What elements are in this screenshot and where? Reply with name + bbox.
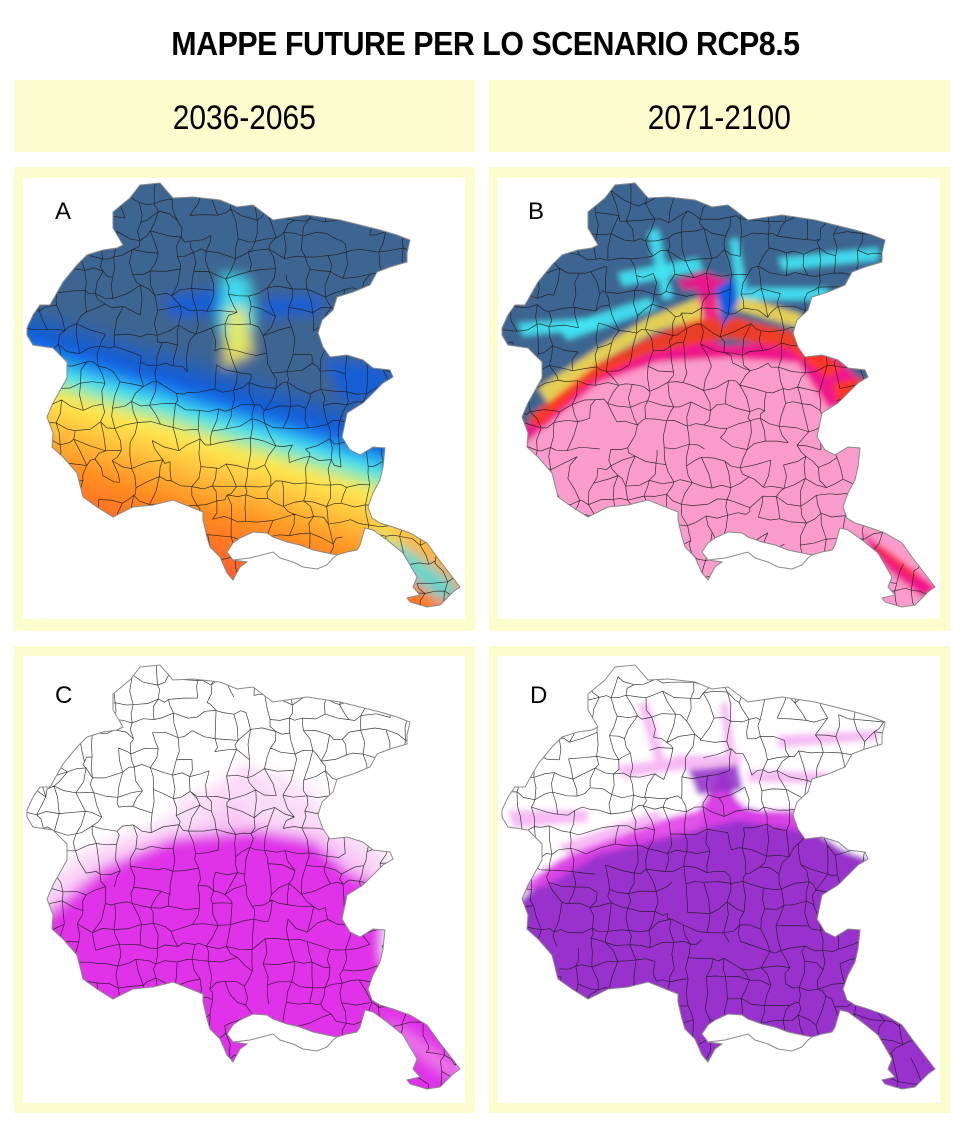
panel-letter-d: D: [530, 682, 548, 709]
map-frame: D: [498, 656, 940, 1103]
lagoon-barrier-line: [232, 1033, 338, 1052]
map-b: [501, 182, 936, 608]
column-header-2071-2100: 2071-2100: [489, 80, 950, 152]
map-fill: [27, 665, 460, 1089]
map-d: [501, 664, 936, 1090]
map-frame: A: [23, 178, 465, 619]
map-panel-b: B: [489, 167, 950, 631]
panel-letter-c: C: [55, 682, 73, 709]
column-header-label: 2071-2100: [647, 98, 792, 137]
panel-letter-a: A: [55, 198, 72, 225]
map-panel-d: D: [489, 646, 950, 1113]
map-panel-a: A: [14, 167, 475, 631]
map-fill: [502, 183, 935, 607]
lagoon-barrier-line: [707, 1033, 813, 1052]
column-header-label: 2036-2065: [172, 98, 317, 137]
map-frame: C: [23, 656, 465, 1103]
region-outline: [26, 182, 461, 608]
map-fill: [27, 183, 460, 607]
map-fill: [502, 665, 935, 1089]
map-c: [26, 664, 461, 1090]
region-outline: [26, 664, 461, 1090]
region-outline: [501, 664, 936, 1090]
map-a: [26, 182, 461, 608]
figure-title: MAPPE FUTURE PER LO SCENARIO RCP8.5: [171, 25, 800, 62]
region-outline: [501, 182, 936, 608]
panel-letter-b: B: [528, 198, 545, 225]
lagoon-barrier-line: [707, 551, 813, 570]
column-header-2036-2065: 2036-2065: [14, 80, 475, 152]
lagoon-barrier-line: [232, 551, 338, 570]
map-panel-c: C: [14, 646, 475, 1113]
map-frame: B: [498, 178, 940, 619]
